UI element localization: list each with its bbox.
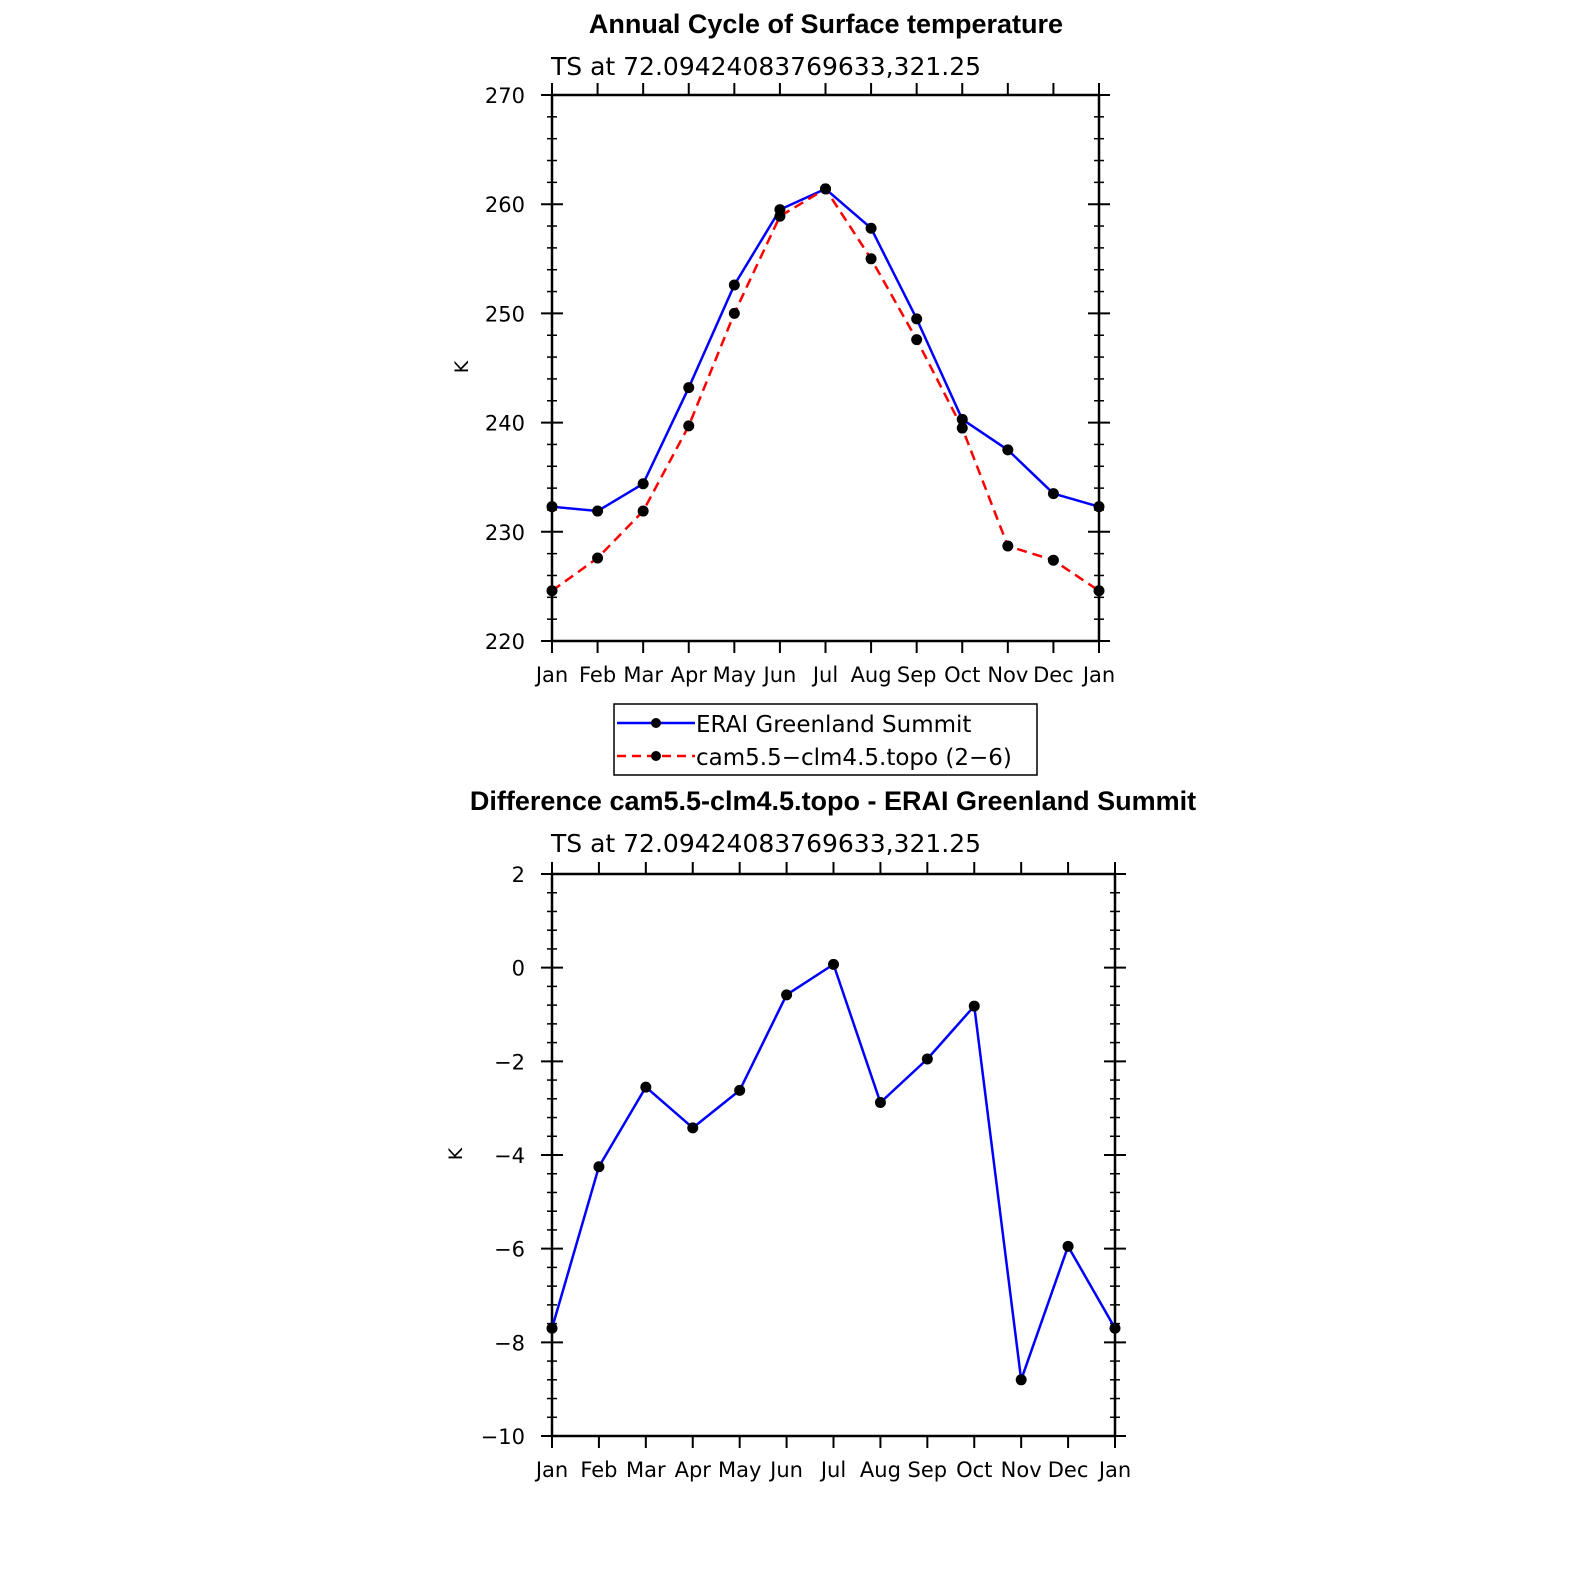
y-tick-label: 250	[485, 302, 525, 326]
x-tick-label: May	[718, 1458, 761, 1482]
x-tick-label: Sep	[908, 1458, 948, 1482]
series-1-point	[728, 279, 740, 291]
y-tick-label: 230	[485, 521, 525, 545]
bottom-chart: Difference cam5.5-clm4.5.topo - ERAI Gre…	[445, 786, 1196, 1482]
bottom-chart-subtitle: TS at 72.09424083769633,321.25	[550, 829, 981, 858]
series-2-point	[774, 210, 786, 222]
y-tick-label: 270	[485, 84, 525, 108]
legend-label-erai: ERAI Greenland Summit	[696, 712, 971, 738]
series-1-point	[1062, 1240, 1074, 1252]
legend-marker-erai	[651, 718, 661, 728]
series-1-point	[546, 1322, 558, 1334]
x-tick-label: Jan	[1097, 1458, 1131, 1482]
x-tick-label: Dec	[1048, 1458, 1089, 1482]
series-1-point	[828, 958, 839, 970]
x-tick-label: Jan	[1081, 663, 1115, 687]
series-1-point	[734, 1084, 746, 1096]
y-tick-label: −2	[494, 1050, 525, 1074]
top-chart-title: Annual Cycle of Surface temperature	[589, 9, 1063, 39]
legend-label-model: cam5.5−clm4.5.topo (2−6)	[696, 745, 1012, 771]
x-tick-label: Nov	[1001, 1458, 1042, 1482]
top-chart-ylabel: K	[451, 360, 473, 373]
series-1-point	[865, 222, 877, 234]
x-tick-label: Jan	[534, 663, 568, 687]
series-2-point	[820, 183, 831, 195]
x-tick-label: May	[713, 663, 756, 687]
series-1-point	[683, 382, 695, 394]
x-tick-label: Jul	[819, 1458, 846, 1482]
y-tick-label: −8	[494, 1331, 525, 1355]
x-tick-label: Aug	[860, 1458, 901, 1482]
series-1-point	[640, 1081, 652, 1093]
series-1-point	[1002, 444, 1014, 456]
x-tick-label: Mar	[623, 663, 663, 687]
series-2-point	[683, 420, 695, 432]
x-tick-label: Mar	[626, 1458, 666, 1482]
series-1-point	[593, 1161, 605, 1173]
x-tick-label: Apr	[675, 1458, 712, 1482]
x-tick-label: Oct	[956, 1458, 992, 1482]
series-1-point	[911, 313, 923, 325]
series-2-point	[1093, 585, 1105, 597]
y-tick-label: 240	[485, 412, 525, 436]
series-1-point	[546, 501, 558, 513]
series-2-point	[1002, 540, 1014, 552]
series-1-point	[1015, 1374, 1027, 1386]
series-2-point	[956, 422, 968, 434]
series-2-point	[546, 585, 558, 597]
series-1-point	[592, 505, 604, 517]
x-tick-label: Jun	[762, 663, 797, 687]
series-1-point	[956, 413, 968, 425]
y-tick-label: −10	[481, 1425, 525, 1449]
top-chart: Annual Cycle of Surface temperature TS a…	[451, 9, 1115, 776]
x-tick-label: Sep	[897, 663, 937, 687]
series-1-point	[687, 1122, 699, 1134]
y-tick-label: −4	[494, 1144, 525, 1168]
series-1-point	[874, 1097, 886, 1109]
x-tick-label: Aug	[851, 663, 892, 687]
y-tick-label: 260	[485, 193, 525, 217]
top-chart-legend: ERAI Greenland Summit cam5.5−clm4.5.topo…	[613, 703, 1038, 776]
bottom-chart-ylabel: K	[445, 1147, 467, 1160]
y-tick-label: 0	[512, 957, 525, 981]
x-tick-label: Jul	[811, 663, 838, 687]
top-plot: 220 230 240 250 260 270 Jan Feb Mar Apr May Jun Jul A…	[485, 83, 1115, 687]
y-tick-label: 220	[485, 630, 525, 654]
series-1-point	[1109, 1322, 1121, 1334]
series-2-point	[865, 253, 877, 265]
legend-marker-model	[651, 751, 661, 761]
top-chart-subtitle: TS at 72.09424083769633,321.25	[550, 52, 981, 81]
x-tick-label: Oct	[944, 663, 980, 687]
x-tick-label: Dec	[1033, 663, 1074, 687]
x-tick-label: Nov	[987, 663, 1028, 687]
x-tick-label: Apr	[671, 663, 708, 687]
x-tick-label: Feb	[580, 1458, 617, 1482]
x-tick-label: Feb	[579, 663, 616, 687]
y-tick-label: 2	[512, 863, 525, 887]
bottom-chart-title: Difference cam5.5-clm4.5.topo - ERAI Gre…	[470, 786, 1196, 816]
x-tick-label: Jun	[768, 1458, 803, 1482]
legend-box	[613, 703, 1038, 776]
bottom-plot: −10 −8 −6 −4 −2 0 2 Jan Feb Mar Apr May Jun Jul Aug Sep…	[481, 862, 1131, 1482]
series-1-point	[637, 478, 649, 490]
series-1-point	[1047, 488, 1059, 500]
series-2-point	[1047, 554, 1059, 566]
series-2-point	[592, 552, 604, 564]
series-2-point	[637, 505, 649, 517]
y-tick-label: −6	[494, 1238, 525, 1262]
series-2-point	[728, 307, 740, 319]
series-1-point	[968, 1000, 980, 1012]
series-1-point	[921, 1053, 933, 1065]
x-tick-label: Jan	[534, 1458, 568, 1482]
series-1-point	[781, 989, 793, 1001]
series-1-point	[1093, 501, 1105, 513]
series-2-point	[911, 334, 923, 346]
